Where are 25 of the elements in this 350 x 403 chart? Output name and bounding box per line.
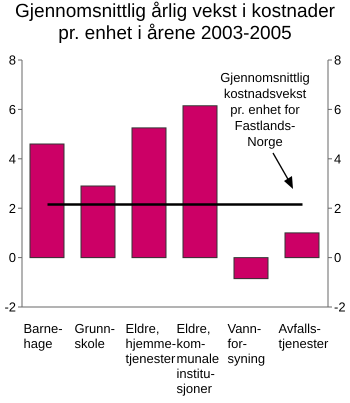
y-tick-label: 0 xyxy=(8,250,16,266)
y2-tick-label: 0 xyxy=(334,250,342,266)
x-tick-label: Vann- for- syning xyxy=(228,321,266,366)
y2-tick-label: 8 xyxy=(334,52,342,68)
bar xyxy=(234,257,268,280)
y2-tick-label: -2 xyxy=(334,300,346,315)
bar xyxy=(182,105,218,258)
y-tick-label: 4 xyxy=(8,151,16,166)
x-tick-label: Eldre, kom- munale institu- sjoner xyxy=(176,321,220,396)
bar xyxy=(132,127,166,258)
y2-tick-label: 6 xyxy=(334,102,342,118)
y-tick-label: 2 xyxy=(8,200,16,216)
x-tick-label: Avfalls- tjenester xyxy=(278,321,330,351)
bar xyxy=(30,143,64,258)
bar xyxy=(284,232,320,258)
ref-line-label: Gjennomsnittlig kostnadsvekst pr. enhet for Fastlands- Norge xyxy=(219,70,311,150)
x-tick-label: Grunn- skole xyxy=(74,321,115,351)
chart-title: Gjennomsnittlig årlig vekst i kostnader pr. enhet i årene 2003-2005 xyxy=(14,0,336,45)
y-tick-label: 6 xyxy=(8,102,16,118)
y2-tick-label: 2 xyxy=(334,200,342,216)
bar xyxy=(80,185,116,258)
y2-tick-label: 4 xyxy=(334,151,342,166)
x-tick-label: Barne- hage xyxy=(24,321,63,351)
y-tick-label: 8 xyxy=(8,52,16,68)
y-tick-label: -2 xyxy=(4,300,16,315)
